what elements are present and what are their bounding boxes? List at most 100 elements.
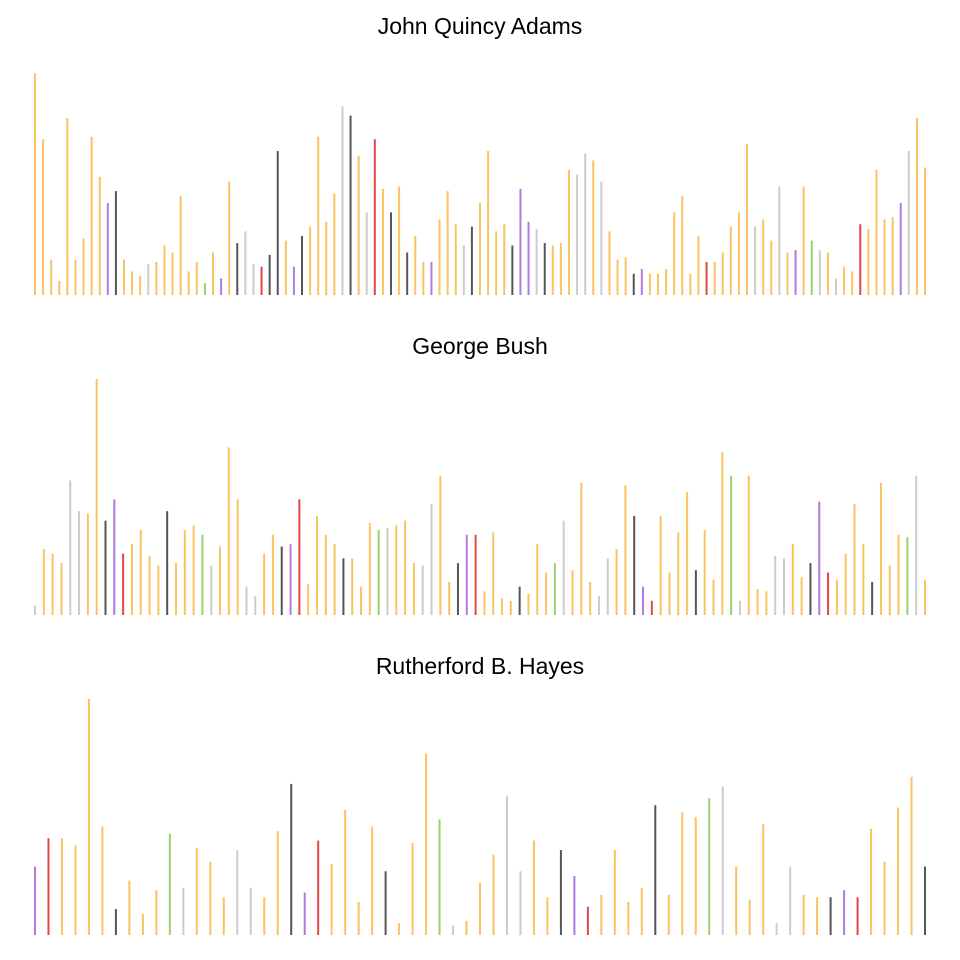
bar (303, 892, 306, 935)
bar (69, 480, 72, 615)
bar (770, 240, 773, 295)
bar (783, 558, 786, 615)
bar (130, 544, 133, 615)
bar (654, 805, 657, 935)
bar (571, 570, 574, 615)
bar (386, 527, 389, 615)
bar (201, 534, 204, 615)
bar (236, 243, 239, 295)
bar (856, 897, 859, 935)
bar-chart-2 (34, 379, 926, 615)
bar (519, 188, 522, 295)
bar (155, 261, 158, 295)
bar (446, 191, 449, 295)
bar (681, 812, 684, 935)
bar (373, 139, 376, 295)
bar (245, 586, 248, 615)
bar (775, 923, 778, 935)
bar (765, 591, 768, 615)
chart-panel-1: John Quincy Adams (0, 0, 960, 320)
bar (210, 565, 213, 615)
bar (592, 160, 595, 295)
bar (263, 897, 266, 935)
bar (220, 278, 223, 295)
bar (791, 544, 794, 615)
bar (924, 167, 926, 295)
bar (381, 188, 384, 295)
bar (222, 897, 225, 935)
bar (640, 887, 643, 935)
chart-title: Rutherford B. Hayes (375, 653, 585, 679)
bar (754, 226, 757, 295)
bar (330, 864, 333, 935)
bar (888, 565, 891, 615)
bar (915, 475, 918, 615)
bar (737, 212, 740, 295)
bar (794, 250, 797, 295)
bar (879, 482, 882, 615)
bar (114, 191, 117, 295)
bar (924, 866, 926, 935)
bar (883, 219, 886, 295)
bar (545, 572, 548, 615)
bar (398, 923, 401, 935)
bar (157, 565, 160, 615)
bar (448, 581, 451, 615)
bar (627, 901, 630, 935)
bar (778, 186, 781, 295)
bar (487, 151, 490, 295)
bar (324, 534, 327, 615)
bar (559, 243, 562, 295)
bar (333, 544, 336, 615)
bar (883, 861, 886, 935)
bar (875, 169, 878, 295)
bar (527, 593, 530, 615)
bar (365, 212, 368, 295)
bar (114, 909, 117, 935)
bar (580, 482, 583, 615)
bar (746, 143, 748, 295)
bar (90, 136, 93, 295)
bar (74, 845, 77, 935)
bar (756, 589, 759, 615)
bar (844, 553, 847, 615)
bar (228, 181, 231, 295)
bar (203, 283, 206, 295)
bar (182, 887, 185, 935)
bar (632, 273, 635, 295)
bar (906, 537, 909, 615)
bar (341, 106, 344, 295)
bar (141, 913, 144, 935)
bar (891, 217, 894, 295)
bar (546, 897, 549, 935)
bar (95, 379, 98, 615)
bar (113, 499, 116, 615)
bar (624, 257, 627, 295)
bar (465, 534, 468, 615)
bar (729, 226, 732, 295)
bar (430, 504, 433, 615)
bar (344, 809, 347, 935)
chart-panel-2: George Bush (0, 320, 960, 640)
bar (406, 252, 409, 295)
bar (810, 240, 813, 295)
bar (452, 925, 455, 935)
bar (421, 565, 424, 615)
bar (171, 252, 174, 295)
bar (34, 866, 36, 935)
bar (438, 819, 441, 935)
bar (47, 838, 50, 935)
bar (505, 795, 508, 935)
bar (479, 202, 481, 295)
bar (74, 259, 77, 295)
bar (871, 581, 874, 615)
bar (800, 577, 803, 615)
bar (422, 261, 425, 295)
bar (252, 264, 255, 295)
bar (576, 174, 579, 295)
bar (163, 245, 166, 295)
bar (58, 280, 61, 295)
bar (789, 866, 792, 935)
bar (616, 259, 619, 295)
bar (395, 525, 398, 615)
